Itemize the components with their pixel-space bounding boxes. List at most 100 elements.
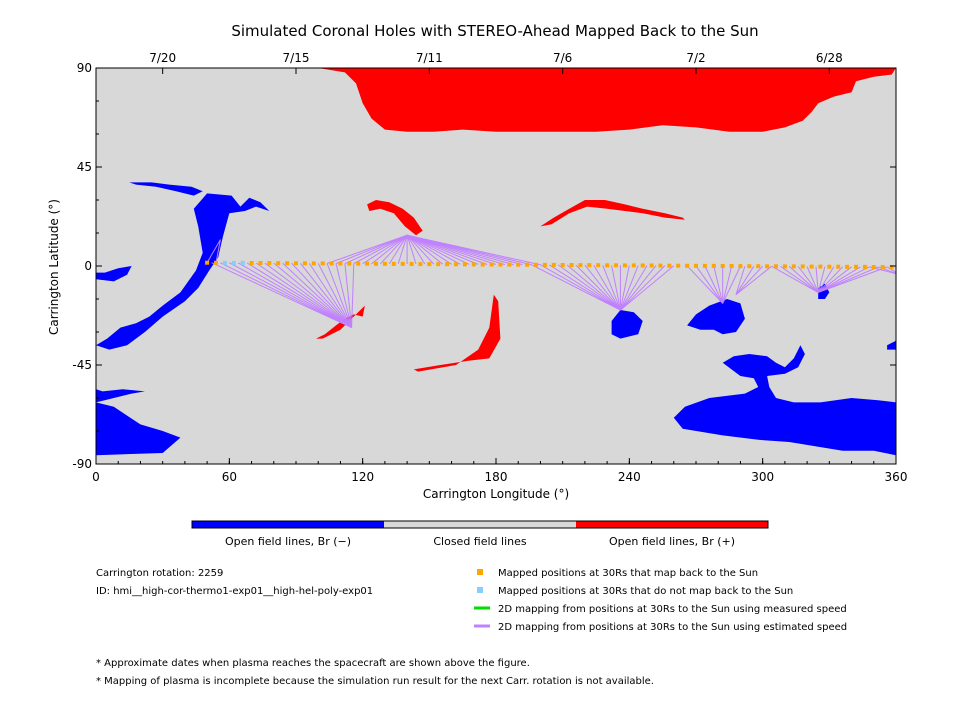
mapped-position-point — [889, 265, 894, 270]
x-tick-label: 180 — [485, 470, 508, 484]
mapping-line — [566, 264, 621, 311]
top-date-label: 7/15 — [283, 51, 310, 65]
mapped-position-point — [302, 261, 307, 266]
mapping-line — [619, 265, 630, 311]
x-axis: 0 60 120 180 240 300 360 — [92, 458, 907, 484]
mapping-line — [326, 263, 353, 328]
mapping-line — [540, 264, 621, 311]
mapped-position-point — [258, 261, 263, 265]
mapping-line — [264, 262, 352, 329]
legend-marker-mapped — [477, 569, 483, 575]
coronal-hole-positive-2 — [540, 200, 685, 227]
mapping-line — [619, 265, 648, 311]
note-incomplete: * Mapping of plasma is incomplete becaus… — [96, 676, 654, 687]
colorbar-negative — [192, 521, 384, 528]
mapping-line — [780, 265, 819, 293]
run-id: ID: hmi__high-cor-thermo1-exp01__high-he… — [96, 586, 373, 597]
mapping-line — [895, 267, 896, 269]
mapped-position-point — [534, 262, 538, 267]
mapping-line — [619, 265, 639, 311]
mapped-position-point — [631, 263, 636, 268]
y-tick-label: -90 — [72, 457, 92, 471]
coronal-hole-negative-13 — [887, 340, 896, 350]
top-date-label: 7/20 — [149, 51, 176, 65]
mapping-line — [335, 234, 408, 264]
mapped-position-point — [400, 261, 405, 266]
mapping-line — [735, 265, 755, 295]
mapped-position-point — [347, 261, 352, 266]
mapping-line — [611, 265, 621, 311]
y-tick-label: 90 — [77, 61, 92, 75]
coronal-hole-negative-9 — [611, 310, 643, 339]
mapping-fan-6 — [771, 265, 888, 293]
mapping-line — [771, 265, 819, 293]
mapped-position-point — [489, 262, 494, 267]
mapping-line — [220, 262, 352, 329]
mapping-line — [246, 262, 352, 329]
mapped-position-point — [338, 261, 343, 266]
mapped-position-point — [542, 262, 547, 267]
mapped-position-point — [409, 262, 414, 266]
mapped-position-point — [658, 263, 663, 268]
mapping-line — [817, 266, 844, 293]
mapping-line — [406, 234, 470, 265]
coronal-hole-positive-0 — [96, 68, 896, 132]
mapped-position-point — [782, 264, 787, 269]
mapping-line — [817, 266, 861, 293]
mapping-line — [388, 234, 408, 265]
estimated-speed-mappings — [206, 234, 896, 329]
mapped-position-point — [551, 262, 556, 267]
mapping-line — [229, 262, 352, 329]
mapping-line — [817, 266, 826, 293]
x-tick-label: 360 — [885, 470, 908, 484]
colorbar-closed — [384, 521, 576, 528]
mapped-position-point — [605, 263, 610, 268]
mapped-positions — [205, 260, 894, 270]
mapping-line — [308, 263, 353, 328]
mapping-line — [549, 264, 621, 311]
mapping-line — [351, 263, 355, 328]
x-tick-label: 300 — [751, 470, 774, 484]
mapping-line — [211, 262, 352, 329]
mapping-line — [620, 265, 666, 311]
mapping-line — [713, 265, 724, 304]
not-mapped-position-point — [222, 260, 227, 265]
mapped-position-point — [729, 264, 734, 268]
mapped-position-point — [774, 264, 778, 269]
mapping-line — [593, 264, 621, 311]
mapping-fan-5 — [735, 265, 772, 295]
x-tick-label: 120 — [351, 470, 374, 484]
mapped-position-point — [667, 263, 672, 268]
mapping-line — [818, 266, 879, 293]
mapped-position-point — [596, 263, 601, 268]
coronal-hole-negative-6 — [129, 182, 203, 196]
colorbar-label-positive: Open field lines, Br (+) — [609, 535, 735, 548]
legend-label-measured: 2D mapping from positions at 30Rs to the… — [498, 604, 847, 615]
mapping-line — [237, 262, 352, 329]
mapped-position-point — [365, 261, 370, 266]
mapping-line — [335, 263, 353, 328]
mapped-position-point — [294, 261, 298, 266]
mapped-position-point — [267, 261, 272, 266]
coronal-hole-negative-11 — [673, 345, 896, 456]
mapped-position-point — [462, 262, 467, 267]
mapped-position-point — [791, 264, 796, 269]
mapping-line — [817, 266, 852, 293]
colorbar-label-closed: Closed field lines — [433, 535, 527, 548]
mapping-line — [317, 263, 353, 328]
mapped-position-point — [711, 263, 716, 268]
mapping-line — [406, 234, 444, 265]
mapped-position-point — [214, 260, 218, 265]
mapped-position-point — [685, 263, 690, 268]
mapping-line — [344, 234, 408, 265]
not-mapped-position-point — [240, 260, 245, 265]
top-date-label: 7/11 — [416, 51, 443, 65]
mapped-position-point — [622, 263, 627, 268]
mapped-position-point — [578, 263, 583, 268]
coronal-hole-negative-5 — [96, 193, 270, 350]
mapped-position-point — [765, 264, 770, 269]
mapped-position-point — [738, 264, 743, 269]
legend-label-not-mapped: Mapped positions at 30Rs that do not map… — [498, 586, 793, 597]
mapping-fan-1 — [211, 262, 355, 329]
legend: Mapped positions at 30Rs that map back t… — [474, 568, 847, 633]
